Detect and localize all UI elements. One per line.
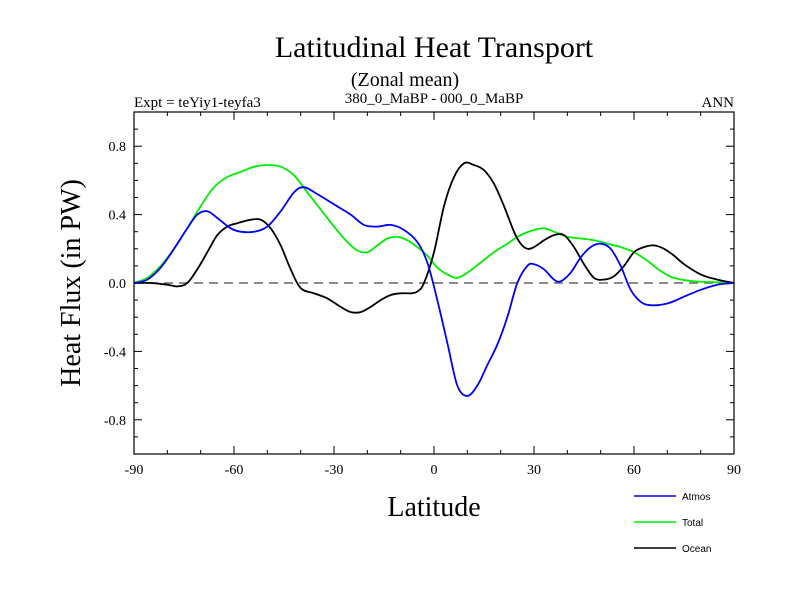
series-line-ocean (133, 161, 735, 314)
y-axis-label: Heat Flux (in PW) (56, 179, 87, 387)
legend-label-ocean: Ocean (682, 544, 711, 555)
season-label: ANN (702, 95, 735, 111)
y-tick-label: 0.0 (109, 277, 127, 292)
y-tick-label: -0.4 (104, 345, 126, 360)
legend-label-atmos: Atmos (682, 492, 710, 503)
x-tick-label: 30 (527, 463, 541, 478)
period-label: 380_0_MaBP - 000_0_MaBP (345, 91, 524, 107)
legend: Atmos Total Ocean (634, 492, 711, 555)
experiment-label: Expt = teYiy1-teyfa3 (134, 95, 261, 111)
x-tick-label: 60 (627, 463, 641, 478)
chart-subtitle: (Zonal mean) (351, 69, 459, 91)
x-tick-label: 90 (727, 463, 741, 478)
y-tick-label: -0.8 (104, 414, 126, 429)
x-tick-label: 0 (431, 463, 438, 478)
x-tick-label: -30 (325, 463, 344, 478)
y-tick-label: 0.4 (109, 209, 127, 224)
series-line-atmos (133, 186, 735, 397)
x-tick-label: -90 (125, 463, 144, 478)
plot-frame (133, 111, 735, 455)
legend-label-total: Total (682, 518, 703, 529)
x-tick-label: -60 (225, 463, 244, 478)
y-tick-label: 0.8 (109, 140, 127, 155)
x-axis-label: Latitude (387, 492, 480, 523)
chart-title: Latitudinal Heat Transport (275, 31, 594, 64)
